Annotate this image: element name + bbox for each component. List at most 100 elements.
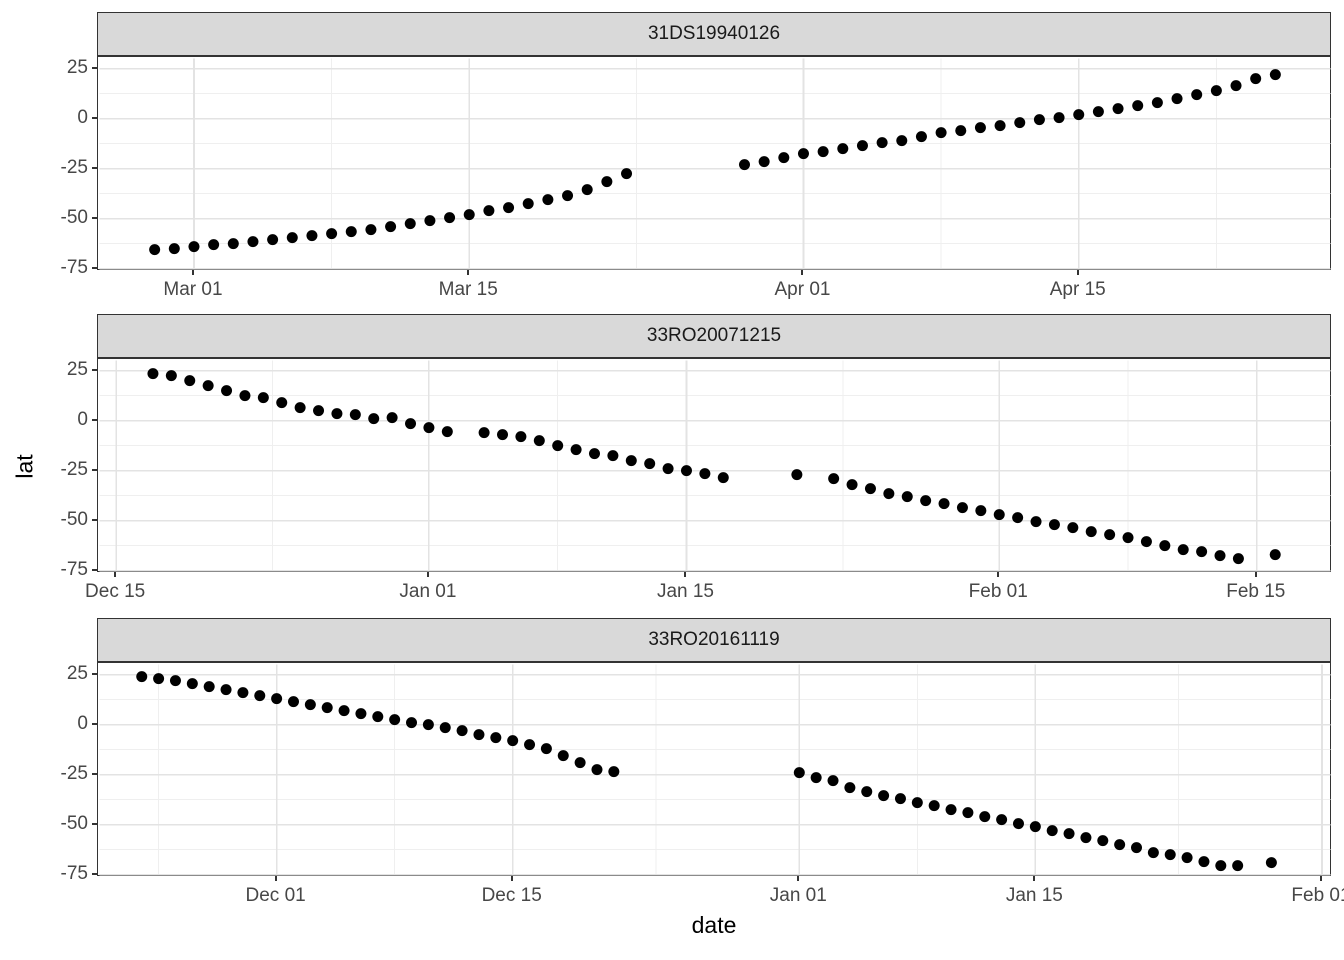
y-tick-mark xyxy=(92,872,97,875)
data-point xyxy=(1210,85,1222,97)
data-point xyxy=(304,699,316,711)
data-point xyxy=(817,146,829,158)
y-tick-label: -75 xyxy=(60,558,88,580)
facet-strip: 33RO20071215 xyxy=(97,314,1331,358)
data-point xyxy=(644,458,656,470)
y-tick-mark xyxy=(92,66,97,69)
data-point xyxy=(355,708,367,720)
y-tick-label: -25 xyxy=(60,156,88,178)
data-point xyxy=(844,782,856,794)
data-point xyxy=(1067,522,1079,534)
data-point xyxy=(662,463,674,475)
plot-panel xyxy=(97,56,1331,270)
data-point xyxy=(557,750,569,762)
data-point xyxy=(149,244,161,256)
data-point xyxy=(1177,544,1189,556)
data-point xyxy=(896,135,908,147)
data-point xyxy=(793,767,805,779)
data-point xyxy=(1012,818,1024,830)
data-point xyxy=(974,122,986,134)
data-point xyxy=(345,226,357,238)
data-point xyxy=(928,800,940,812)
data-point xyxy=(864,483,876,495)
x-tick-mark xyxy=(426,572,429,577)
data-point xyxy=(326,228,338,240)
data-point xyxy=(1214,550,1226,562)
data-point xyxy=(533,435,545,447)
data-point xyxy=(894,793,906,805)
data-point xyxy=(306,230,318,242)
y-tick-mark xyxy=(92,468,97,471)
data-point xyxy=(1269,69,1281,81)
data-point xyxy=(404,218,416,230)
data-point xyxy=(1014,117,1026,129)
data-point xyxy=(591,764,603,776)
data-point xyxy=(1080,832,1092,844)
x-tick-mark xyxy=(797,876,800,881)
facet-title: 31DS19940126 xyxy=(647,23,781,44)
y-tick-label: 25 xyxy=(66,358,88,380)
data-point xyxy=(368,413,380,425)
data-point xyxy=(220,684,232,696)
data-point xyxy=(996,814,1008,826)
data-point xyxy=(828,473,840,485)
data-point xyxy=(540,743,552,755)
data-point xyxy=(1181,852,1193,864)
data-point xyxy=(1092,106,1104,118)
data-point xyxy=(386,412,398,424)
data-point xyxy=(601,176,613,188)
data-point xyxy=(758,156,770,168)
data-point xyxy=(441,426,453,438)
data-point xyxy=(608,766,620,778)
data-point xyxy=(827,775,839,787)
data-point xyxy=(478,427,490,439)
y-tick-label: -50 xyxy=(60,508,88,530)
data-point xyxy=(1033,114,1045,126)
data-point xyxy=(186,678,198,690)
data-point xyxy=(1269,549,1281,561)
data-point xyxy=(778,152,790,164)
data-point xyxy=(915,131,927,143)
x-tick-mark xyxy=(274,876,277,881)
x-tick-mark xyxy=(467,270,470,275)
y-tick-label: 25 xyxy=(66,662,88,684)
data-point xyxy=(169,675,181,687)
x-tick-mark xyxy=(1076,270,1079,275)
data-point xyxy=(791,469,803,481)
data-point xyxy=(1114,839,1126,851)
data-point xyxy=(680,465,692,477)
x-tick-label: Jan 01 xyxy=(399,581,457,602)
data-point xyxy=(1104,529,1116,541)
data-point xyxy=(979,811,991,823)
data-point xyxy=(1159,540,1171,552)
x-tick-label: Feb 01 xyxy=(968,581,1028,602)
data-point xyxy=(153,673,165,685)
data-point xyxy=(738,159,750,171)
data-point xyxy=(424,215,436,227)
data-point xyxy=(385,221,397,233)
y-tick-mark xyxy=(92,368,97,371)
data-point xyxy=(313,405,325,417)
data-point xyxy=(267,234,279,246)
data-point xyxy=(1029,821,1041,833)
data-point xyxy=(254,690,266,702)
facet-title: 33RO20071215 xyxy=(646,325,782,346)
x-tick-label: Feb 01 xyxy=(1291,885,1344,906)
data-point xyxy=(423,422,435,434)
data-point xyxy=(878,790,890,802)
data-point xyxy=(257,392,269,404)
data-point xyxy=(1131,842,1143,854)
data-point xyxy=(497,429,509,441)
x-tick-mark xyxy=(1319,876,1322,881)
x-tick-label: Jan 01 xyxy=(769,885,827,906)
data-point xyxy=(1230,80,1242,92)
y-tick-mark xyxy=(92,418,97,421)
y-tick-label: -25 xyxy=(60,458,88,480)
plot-panel xyxy=(97,358,1331,572)
data-point xyxy=(503,202,515,214)
data-point xyxy=(524,739,536,751)
data-point xyxy=(574,757,586,769)
data-point xyxy=(1140,536,1152,548)
data-point xyxy=(699,468,711,480)
